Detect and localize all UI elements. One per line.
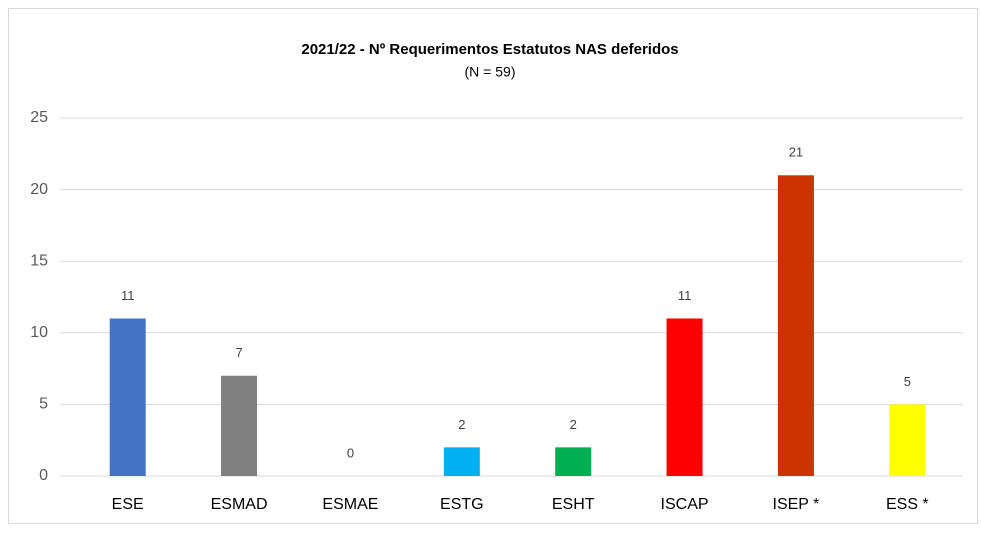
bar (666, 318, 703, 476)
bar (555, 447, 592, 476)
x-tick-label: ESS * (886, 496, 929, 513)
bar (777, 175, 814, 476)
bar (443, 447, 480, 476)
x-tick-label: ESE (112, 496, 144, 513)
bar (109, 318, 146, 476)
chart-title: 2021/22 - Nº Requerimentos Estatutos NAS… (301, 41, 678, 58)
data-label: 2 (570, 417, 577, 432)
bar (889, 404, 926, 476)
x-tick-label: ESTG (440, 496, 484, 513)
y-tick-label: 10 (30, 324, 48, 341)
y-tick-label: 20 (30, 181, 48, 198)
data-label: 11 (121, 288, 135, 303)
data-label: 11 (678, 288, 692, 303)
x-tick-label: ISEP * (773, 496, 820, 513)
bar (221, 375, 258, 476)
chart-subtitle: (N = 59) (465, 64, 516, 80)
chart-border (8, 8, 978, 524)
y-tick-label: 0 (39, 467, 48, 484)
x-tick-label: ISCAP (661, 496, 709, 513)
y-tick-label: 15 (30, 252, 48, 269)
y-tick-label: 5 (39, 396, 48, 413)
x-tick-label: ESMAE (322, 496, 378, 513)
data-label: 0 (347, 445, 354, 460)
data-label: 7 (235, 345, 242, 360)
data-label: 2 (458, 417, 465, 432)
y-tick-label: 25 (30, 109, 48, 126)
x-tick-label: ESMAD (211, 496, 268, 513)
data-label: 21 (789, 145, 803, 160)
x-tick-label: ESHT (552, 496, 595, 513)
data-label: 5 (904, 374, 911, 389)
